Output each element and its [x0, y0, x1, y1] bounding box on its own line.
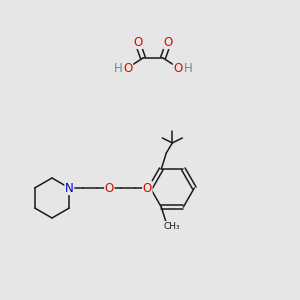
- Text: O: O: [173, 61, 183, 74]
- Text: O: O: [143, 182, 152, 194]
- Text: N: N: [65, 182, 74, 194]
- Text: H: H: [184, 62, 192, 76]
- Text: O: O: [105, 182, 114, 194]
- Text: O: O: [123, 61, 133, 74]
- Text: O: O: [134, 35, 142, 49]
- Text: CH₃: CH₃: [163, 222, 180, 231]
- Text: H: H: [114, 62, 122, 76]
- Text: O: O: [164, 35, 172, 49]
